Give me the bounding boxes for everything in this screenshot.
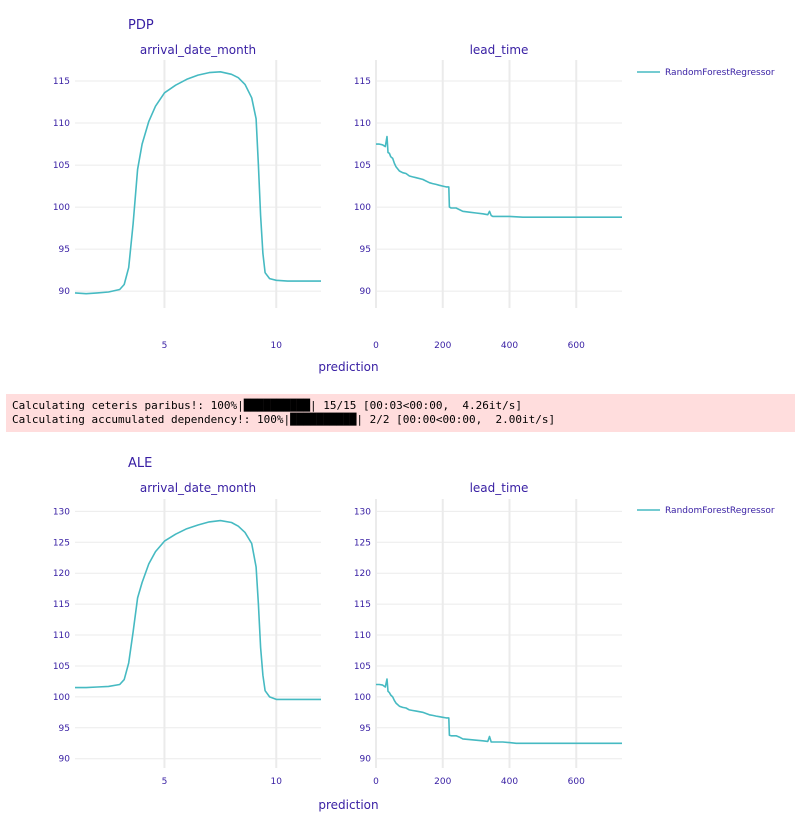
x-tick-label: 600 — [568, 341, 585, 351]
y-tick-label: 115 — [354, 77, 371, 87]
y-tick-label: 90 — [59, 755, 71, 765]
series-line — [74, 71, 321, 295]
y-tick-label: 90 — [360, 287, 372, 297]
progress-stats: 2/2 [00:00<00:00, 2.00it/s] — [363, 413, 556, 426]
y-tick-label: 100 — [53, 203, 70, 213]
y-tick-label: 95 — [59, 245, 70, 255]
chart-title: PDP — [128, 18, 154, 33]
y-tick-label: 105 — [354, 161, 371, 171]
y-tick-label: 110 — [354, 119, 371, 129]
y-tick-label: 115 — [53, 600, 70, 610]
pdp-figure: PDP 90 95 100 105 110 115 5 10 arrival_date_month… — [53, 18, 775, 374]
x-tick-label: 10 — [271, 777, 283, 787]
y-tick-label: 105 — [354, 662, 371, 672]
ale-figure: ALE 90 95 100 105 110 115 120 125 130 5 10 arrival_d… — [53, 456, 775, 812]
y-tick-label: 125 — [354, 538, 371, 548]
y-tick-label: 95 — [59, 724, 70, 734]
y-tick-label: 120 — [354, 569, 371, 579]
progress-line-ceteris-paribus: Calculating ceteris paribus!: 100%|█████… — [12, 399, 522, 412]
y-tick-label: 95 — [360, 724, 371, 734]
panel-lead-time: 90 95 100 105 110 115 120 125 130 0 200 400 600 lead_… — [354, 481, 622, 787]
y-tick-label: 100 — [354, 203, 371, 213]
x-tick-label: 600 — [568, 777, 585, 787]
legend: RandomForestRegressor — [637, 68, 775, 78]
x-axis-label: prediction — [318, 798, 378, 812]
x-tick-label: 0 — [373, 341, 379, 351]
x-tick-label: 0 — [373, 777, 379, 787]
series-line — [75, 519, 321, 701]
x-tick-label: 5 — [162, 777, 168, 787]
y-tick-label: 110 — [53, 631, 70, 641]
x-tick-label: 200 — [434, 777, 451, 787]
y-tick-label: 100 — [53, 693, 70, 703]
y-tick-label: 125 — [53, 538, 70, 548]
panel-subtitle: lead_time — [470, 481, 529, 495]
panel-subtitle: arrival_date_month — [140, 43, 256, 57]
y-tick-label: 120 — [53, 569, 70, 579]
y-tick-label: 115 — [354, 600, 371, 610]
y-tick-label: 115 — [53, 77, 70, 87]
y-tick-label: 90 — [59, 287, 71, 297]
x-tick-label: 5 — [162, 341, 168, 351]
x-axis-label: prediction — [318, 360, 378, 374]
progress-line-accumulated-dependency: Calculating accumulated dependency!: 100… — [12, 413, 556, 426]
progress-label: Calculating accumulated dependency!: 100… — [12, 413, 284, 426]
progress-output: Calculating ceteris paribus!: 100%|█████… — [6, 394, 795, 432]
legend: RandomForestRegressor — [637, 506, 775, 516]
y-tick-label: 100 — [354, 693, 371, 703]
panel-arrival-date-month: 90 95 100 105 110 115 5 10 arrival_date_month — [53, 43, 321, 351]
series-line — [376, 135, 622, 218]
y-tick-label: 110 — [53, 119, 70, 129]
x-tick-label: 10 — [271, 341, 283, 351]
progress-bar: ██████████ — [243, 399, 311, 412]
y-tick-label: 130 — [53, 507, 70, 517]
x-tick-label: 400 — [501, 341, 518, 351]
legend-label: RandomForestRegressor — [665, 506, 775, 516]
chart-title: ALE — [128, 456, 152, 471]
y-tick-label: 95 — [360, 245, 371, 255]
progress-stats: 15/15 [00:03<00:00, 4.26it/s] — [316, 399, 522, 412]
series-line — [376, 678, 622, 745]
y-tick-label: 90 — [360, 755, 372, 765]
panel-subtitle: arrival_date_month — [140, 481, 256, 495]
x-tick-label: 200 — [434, 341, 451, 351]
panel-lead-time: 90 95 100 105 110 115 0 200 400 600 lead_time — [354, 43, 622, 351]
y-tick-label: 130 — [354, 507, 371, 517]
y-tick-label: 110 — [354, 631, 371, 641]
progress-bar: ██████████ — [290, 413, 357, 426]
x-tick-label: 400 — [501, 777, 518, 787]
panel-arrival-date-month: 90 95 100 105 110 115 120 125 130 5 10 arrival_date… — [53, 481, 321, 787]
panel-subtitle: lead_time — [470, 43, 529, 57]
legend-label: RandomForestRegressor — [665, 68, 775, 78]
progress-label: Calculating ceteris paribus!: 100% — [12, 399, 238, 412]
y-tick-label: 105 — [53, 662, 70, 672]
y-tick-label: 105 — [53, 161, 70, 171]
